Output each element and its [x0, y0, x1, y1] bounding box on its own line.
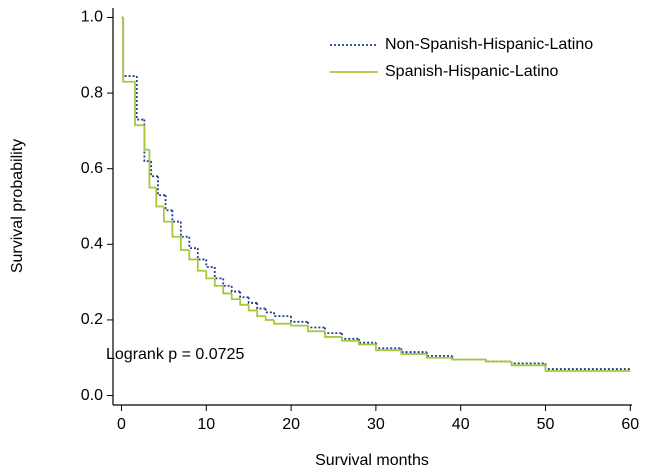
- survival-step: [188, 236, 198, 249]
- survival-step: [273, 319, 292, 325]
- survival-step: [164, 195, 173, 212]
- survival-step: [188, 249, 198, 261]
- survival-step: [179, 221, 190, 238]
- x-tick-label: 40: [452, 416, 470, 433]
- survival-step: [230, 285, 241, 293]
- survival-step: [135, 76, 145, 121]
- x-tick-label: 20: [282, 416, 300, 433]
- survival-step: [256, 310, 266, 318]
- x-tick-label: 0: [117, 416, 126, 433]
- survival-step: [400, 348, 427, 353]
- x-tick-label: 30: [367, 416, 385, 433]
- y-tick-label: 0.8: [81, 84, 103, 101]
- survival-step: [290, 316, 309, 323]
- survival-step: [256, 302, 266, 310]
- survival-step: [230, 293, 241, 301]
- survival-step: [155, 187, 164, 208]
- survival-step: [451, 357, 487, 361]
- survival-step: [247, 297, 258, 304]
- survival-step: [510, 361, 546, 367]
- survival-step: [148, 149, 157, 189]
- x-tick-label: 10: [197, 416, 215, 433]
- survival-step: [157, 176, 166, 197]
- survival-step: [213, 278, 224, 287]
- survival-step: [196, 248, 207, 261]
- survival-step: [264, 308, 275, 314]
- survival-step: [425, 352, 453, 357]
- survival-step: [544, 365, 631, 372]
- survival-step: [341, 336, 359, 342]
- survival-step: [222, 285, 232, 295]
- survival-step: [307, 321, 326, 329]
- survival-step: [171, 210, 181, 223]
- survival-step: [374, 342, 402, 350]
- legend-label: Non-Spanish-Hispanic-Latino: [385, 36, 593, 53]
- survival-step: [324, 327, 342, 335]
- survival-step: [205, 270, 215, 280]
- survival-step: [196, 259, 207, 272]
- x-axis-label: Survival months: [315, 452, 429, 469]
- y-tick-label: 0.6: [81, 160, 103, 177]
- survival-step: [239, 299, 249, 306]
- x-tick-label: 60: [621, 416, 639, 433]
- survival-step: [485, 359, 512, 363]
- survival-step: [239, 291, 249, 299]
- x-tick-label: 50: [537, 416, 555, 433]
- survival-step: [162, 206, 173, 223]
- survival-step: [150, 161, 158, 178]
- survival-step: [122, 17, 136, 83]
- survival-step: [171, 221, 181, 238]
- survival-step: [290, 323, 309, 327]
- y-tick-label: 1.0: [81, 9, 103, 26]
- survival-step: [510, 361, 546, 365]
- survival-step: [273, 312, 292, 318]
- annotation: Logrank p = 0.0725: [106, 346, 244, 363]
- y-tick-label: 0.2: [81, 311, 103, 328]
- legend-label: Spanish-Hispanic-Latino: [385, 63, 559, 80]
- y-tick-label: 0.4: [81, 236, 103, 253]
- survival-step: [247, 304, 258, 312]
- survival-step: [307, 325, 326, 333]
- survival-step: [205, 259, 215, 268]
- survival-step: [544, 363, 631, 370]
- survival-step: [451, 355, 487, 361]
- y-tick-label: 0.0: [81, 387, 103, 404]
- survival-step: [341, 333, 359, 340]
- survival-step: [143, 125, 150, 151]
- survival-step: [122, 17, 137, 77]
- survival-step: [222, 278, 232, 287]
- survival-step: [400, 350, 427, 355]
- survival-step: [425, 353, 453, 359]
- survival-step: [264, 316, 275, 321]
- survival-step: [213, 266, 224, 280]
- survival-step: [324, 331, 342, 338]
- y-axis-label: Survival probability: [9, 139, 26, 273]
- survival-step: [374, 344, 402, 352]
- survival-step: [134, 81, 145, 127]
- survival-step: [358, 340, 376, 346]
- survival-step: [179, 236, 190, 251]
- survival-step: [358, 338, 376, 344]
